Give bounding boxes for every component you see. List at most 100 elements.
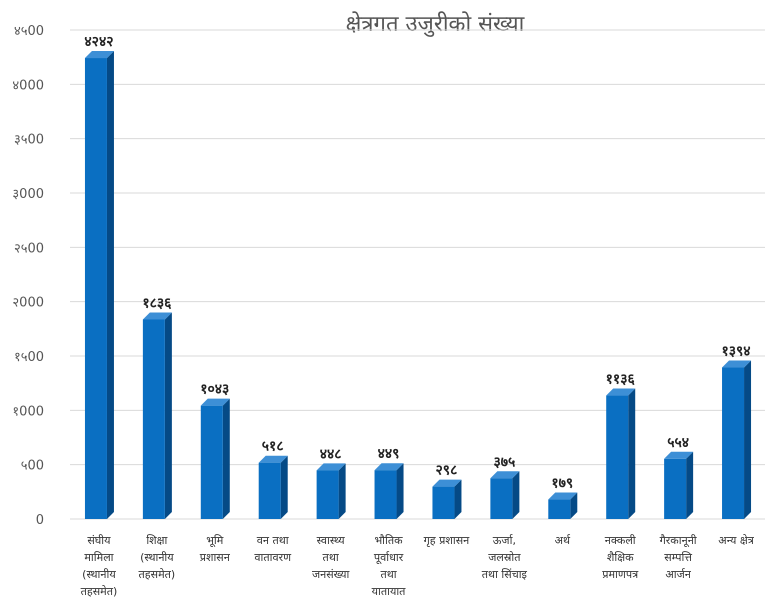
data-label: २९८ — [436, 463, 458, 479]
bar-side — [106, 51, 114, 519]
category-label: तहसमेत) — [81, 585, 118, 598]
category-label: गैरकानूनी — [660, 534, 697, 548]
y-tick-label: ३५00 — [14, 133, 44, 148]
data-label: ४४९ — [378, 446, 400, 462]
data-label: १७९ — [551, 476, 573, 492]
y-tick-label: 0 — [36, 513, 44, 528]
y-tick-label: ४५00 — [14, 24, 44, 39]
bar-front — [606, 395, 629, 519]
chart-title: क्षेत्रगत उजुरीको संख्या — [346, 11, 525, 37]
bar-top — [258, 455, 288, 463]
data-label: ५१८ — [262, 439, 284, 455]
bar-side — [628, 388, 636, 519]
bar-front — [258, 462, 281, 519]
bar-front — [84, 58, 107, 519]
bar — [142, 312, 172, 519]
category-label: पूर्वाधार — [374, 551, 404, 565]
category-label: तथा — [380, 568, 396, 581]
category-label: शिक्षा — [146, 534, 167, 547]
category-label: वन तथा — [257, 534, 289, 547]
bar-side — [396, 463, 404, 519]
category-label: नक्कली — [605, 534, 636, 547]
category-label: (स्थानीय — [140, 551, 174, 564]
y-tick-label: १५00 — [14, 350, 44, 365]
category-label: तथा सिंचाइ — [482, 568, 528, 581]
bar-front — [316, 470, 339, 519]
category-label: स्वास्थ्य — [317, 534, 346, 547]
category-label: शैक्षिक — [607, 551, 634, 564]
bar-front — [142, 319, 165, 519]
bar-side — [512, 471, 520, 519]
data-label: ४४८ — [320, 446, 342, 462]
bar — [548, 492, 578, 519]
bar — [84, 51, 114, 519]
y-tick-label: २५00 — [14, 241, 44, 256]
category-label: गृह प्रशासन — [424, 534, 471, 547]
bar-side — [686, 451, 694, 519]
y-axis: 0 ५00 १000 १५00 २000 २५00 ३000 ३५00 ४000 ४५00 — [12, 24, 44, 528]
data-label: १३९४ — [721, 344, 750, 360]
category-label: आर्जन — [665, 568, 691, 581]
bar-side — [454, 479, 462, 519]
bar-top — [432, 479, 462, 487]
bar-top — [490, 471, 520, 479]
y-tick-label: ५00 — [21, 459, 44, 474]
bar-top — [142, 312, 172, 320]
category-label: प्रमाणपत्र — [602, 568, 639, 581]
bar — [606, 388, 636, 519]
bar-side — [338, 463, 346, 519]
x-axis: संघीय मामिला (स्थानीय तहसमेत) शिक्षा (स्थानीय… — [81, 534, 755, 598]
bar-front — [374, 470, 397, 519]
category-label: यातायात — [372, 585, 407, 598]
bar-front — [548, 499, 571, 519]
y-tick-label: १000 — [12, 404, 44, 419]
category-label: ऊर्जा, — [493, 534, 516, 547]
bar-top — [606, 388, 636, 396]
y-tick-label: ३000 — [12, 187, 44, 202]
bar — [490, 471, 520, 519]
bar — [722, 360, 752, 519]
category-label: वातावरण — [254, 551, 292, 564]
bar-front — [664, 458, 687, 519]
category-label: अर्थ — [555, 534, 571, 547]
bar-side — [744, 360, 752, 519]
category-label: सम्पत्ति — [664, 551, 692, 564]
bar — [432, 479, 462, 519]
bar-top — [722, 360, 752, 368]
bar-top — [374, 463, 404, 471]
category-label: अन्य क्षेत्र — [718, 534, 754, 547]
bar — [374, 463, 404, 519]
category-label: जनसंख्या — [312, 568, 350, 581]
gridlines — [70, 29, 765, 520]
bar — [664, 451, 694, 519]
category-label: जलस्रोत — [488, 551, 521, 564]
data-label: १०४३ — [200, 382, 229, 398]
category-label: मामिला — [84, 551, 113, 564]
bar-top — [316, 463, 346, 471]
bar-top — [200, 398, 230, 406]
bar-front — [200, 405, 223, 519]
bar-side — [164, 312, 172, 519]
data-label: ११३६ — [606, 372, 636, 388]
bar-top — [548, 492, 578, 500]
category-label: (स्थानीय — [82, 568, 116, 581]
bar-side — [570, 492, 578, 519]
bar — [316, 463, 346, 519]
bar-side — [280, 455, 288, 519]
data-label: १८३६ — [142, 295, 172, 311]
category-label: भौतिक — [374, 534, 403, 547]
category-label: तथा — [323, 551, 339, 564]
bar-side — [222, 398, 230, 519]
bar-top — [84, 51, 114, 59]
bar-front — [722, 367, 745, 519]
data-label: ३७५ — [493, 454, 515, 470]
bars: ४२४२ १८३६ १०४३ ५१८ ४४८ ४४९ २९८ ३७५ १७९ ११३६ ५५४ १३९… — [84, 34, 752, 519]
data-label: ५५४ — [667, 435, 689, 451]
bar-front — [490, 478, 513, 519]
category-label: संघीय — [87, 534, 111, 547]
category-label: भूमि — [206, 534, 224, 548]
category-label: तहसमेत) — [139, 568, 176, 581]
bar — [200, 398, 230, 519]
bar-top — [664, 451, 694, 459]
